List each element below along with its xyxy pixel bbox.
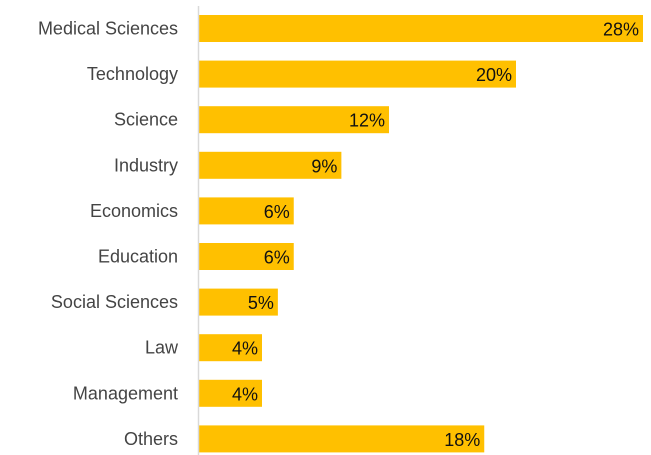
bar-medical-sciences bbox=[198, 15, 643, 42]
data-label: 4% bbox=[232, 339, 258, 359]
category-label: Management bbox=[73, 383, 178, 403]
category-label: Education bbox=[98, 247, 178, 267]
data-label: 18% bbox=[444, 430, 480, 450]
bar-technology bbox=[198, 60, 516, 88]
data-label: 5% bbox=[248, 293, 274, 313]
bar-management bbox=[198, 379, 262, 407]
data-label: 4% bbox=[232, 384, 258, 404]
category-label: Social Sciences bbox=[51, 292, 178, 312]
data-label: 9% bbox=[311, 156, 337, 176]
category-label: Others bbox=[124, 429, 178, 449]
category-label: Medical Sciences bbox=[38, 19, 178, 39]
data-label: 6% bbox=[264, 248, 290, 268]
category-label: Science bbox=[114, 110, 178, 130]
data-label: 6% bbox=[264, 202, 290, 222]
labels-layer: Medical Sciences 28% Technology 20% Science 1… bbox=[38, 19, 639, 450]
data-label: 28% bbox=[603, 20, 639, 40]
bar-industry bbox=[198, 151, 342, 179]
category-label: Technology bbox=[87, 64, 178, 84]
bar-social-sciences bbox=[198, 288, 278, 316]
bar-economics bbox=[198, 197, 294, 225]
bar-law bbox=[198, 334, 262, 362]
bar-others bbox=[198, 425, 485, 453]
category-label: Law bbox=[145, 338, 179, 358]
category-label: Industry bbox=[114, 155, 178, 175]
bars-layer bbox=[198, 15, 643, 453]
category-label: Economics bbox=[90, 201, 178, 221]
bar-education bbox=[198, 243, 294, 270]
bar-science bbox=[198, 106, 389, 134]
data-label: 20% bbox=[476, 65, 512, 85]
data-label: 12% bbox=[349, 111, 385, 131]
